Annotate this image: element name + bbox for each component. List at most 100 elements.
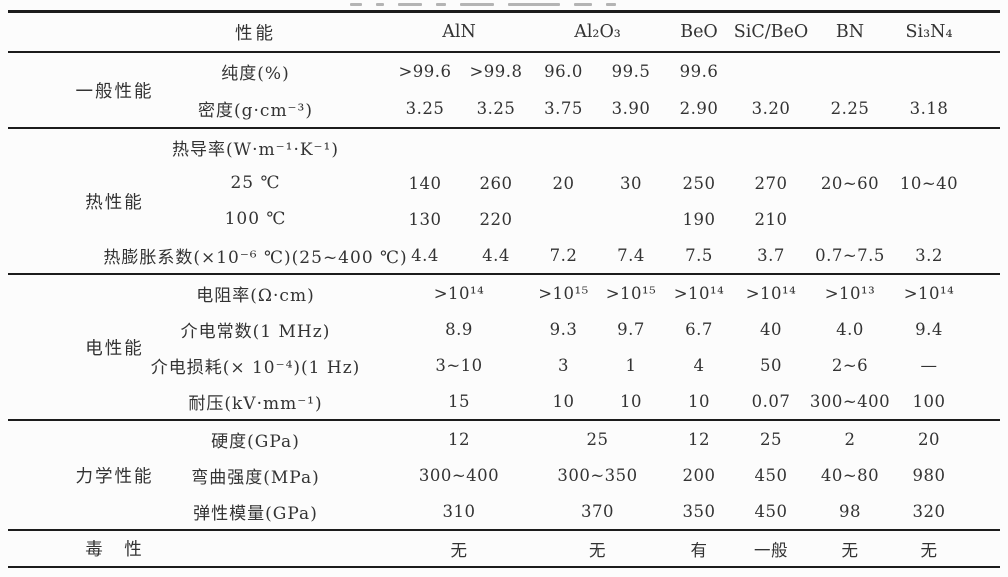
caption-fragment <box>398 3 422 6</box>
property-label: 纯度(%) <box>221 64 290 84</box>
caption-fragment <box>350 3 362 6</box>
value-cell: 无 <box>920 540 938 560</box>
section-label: 毒 性 <box>85 540 144 560</box>
value-cell: — <box>920 355 938 375</box>
value-cell: 50 <box>760 355 782 375</box>
property-label: 介电常数(1 MHz) <box>180 321 331 342</box>
value-cell: 3.20 <box>751 99 791 118</box>
caption-fragment <box>436 3 446 6</box>
caption-fragment <box>376 3 384 6</box>
section-rows: 热导率(W·m⁻¹·K⁻¹) 25 ℃ 140 260 20 30 250 270 20~60 1… <box>103 129 1000 273</box>
value-cell: 300~400 <box>809 391 891 411</box>
caption-fragment <box>606 3 616 6</box>
value-cell: 450 <box>754 465 788 485</box>
value-cell: 无 <box>841 540 859 560</box>
value-cell: 3.18 <box>909 99 949 118</box>
property-label: 弹性模量(GPa) <box>193 503 318 524</box>
value-cell: 15 <box>448 391 470 411</box>
property-label: 电阻率(Ω·cm) <box>196 285 315 306</box>
section-rows: 硬度(GPa) 12 25 12 25 2 20 弯曲强度(MPa) 300~400 300~35… <box>173 421 1000 529</box>
caption-fragment <box>574 3 592 6</box>
table-section-general: 一般性能 纯度(%) >99.6 >99.8 96.0 99.5 99.6 密度(g·cm⁻³… <box>8 51 1000 127</box>
value-cell: 10~40 <box>899 173 959 193</box>
table-row: 热膨胀系数(×10⁻⁶ ℃)(25~400 ℃) 4.4 4.4 7.2 7.4 7.5 3… <box>103 237 1000 273</box>
value-cell: 9.3 <box>549 319 578 339</box>
value-cell: 4 <box>693 355 705 375</box>
value-cell: 3~10 <box>435 355 483 375</box>
table-row: 耐压(kV·mm⁻¹) 15 10 10 10 0.07 300~400 100 <box>173 383 1000 419</box>
section-label: 热性能 <box>85 192 144 213</box>
value-cell: 9.4 <box>915 319 943 339</box>
table-row: 电阻率(Ω·cm) >10¹⁴ >10¹⁵ >10¹⁵ >10¹⁴ >10¹⁴ >10¹³ >… <box>173 275 1000 311</box>
property-label: 热膨胀系数(×10⁻⁶ ℃)(25~400 ℃) <box>103 247 408 268</box>
table-row: 硬度(GPa) 12 25 12 25 2 20 <box>173 421 1000 457</box>
value-cell: 260 <box>479 173 513 193</box>
value-cell: 0.7~7.5 <box>815 245 885 265</box>
value-cell: 4.4 <box>411 245 439 265</box>
value-cell: 10 <box>552 391 575 411</box>
value-cell: 有 <box>690 540 708 560</box>
value-cell: 7.2 <box>549 245 578 265</box>
caption-fragment <box>460 3 494 6</box>
value-cell: 210 <box>754 209 788 229</box>
value-cell: 200 <box>682 465 716 485</box>
value-cell: 2 <box>844 429 856 449</box>
value-cell: 3.75 <box>544 99 583 118</box>
value-cell: 25 <box>760 429 782 449</box>
column-header-beo: BeO <box>680 22 718 42</box>
value-cell: 270 <box>754 173 788 193</box>
value-cell: >10¹⁴ <box>903 283 955 303</box>
property-label: 热导率(W·m⁻¹·K⁻¹) <box>172 139 339 160</box>
value-cell: 20 <box>918 429 940 449</box>
value-cell: 96.0 <box>544 62 583 81</box>
value-cell: 10 <box>620 391 642 411</box>
value-cell: >10¹⁵ <box>605 283 657 303</box>
column-header-aln: AlN <box>442 22 476 42</box>
value-cell: 25 <box>586 429 609 449</box>
table-section-electrical: 电性能 电阻率(Ω·cm) >10¹⁴ >10¹⁵ >10¹⁵ >10¹⁴ >10¹⁴ >10… <box>8 273 1000 419</box>
value-cell: 30 <box>620 173 642 193</box>
value-cell: 98 <box>839 501 861 521</box>
value-cell: 980 <box>912 465 946 485</box>
value-cell: 4.0 <box>836 319 864 339</box>
value-cell: 220 <box>479 209 513 229</box>
value-cell: 10 <box>688 391 710 411</box>
table-section-mechanical: 力学性能 硬度(GPa) 12 25 12 25 2 20 弯曲强度(MPa) 300~400 30… <box>8 419 1000 529</box>
property-label: 25 ℃ <box>230 173 281 193</box>
table-section-toxicity: 毒 性 无 无 有 一般 无 无 <box>8 529 1000 566</box>
section-rows: 无 无 有 一般 无 无 <box>173 531 1000 566</box>
value-cell: 300~400 <box>418 465 500 485</box>
table-body: 一般性能 纯度(%) >99.6 >99.8 96.0 99.5 99.6 密度(g·cm⁻³… <box>8 51 1000 566</box>
value-cell: 7.4 <box>617 245 645 265</box>
value-cell: 140 <box>408 173 442 193</box>
value-cell: 310 <box>442 501 476 521</box>
value-cell: 130 <box>408 209 442 229</box>
value-cell: 3.25 <box>405 99 445 118</box>
value-cell: 300~350 <box>557 465 638 485</box>
value-cell: 9.7 <box>617 319 645 339</box>
value-cell: 99.5 <box>611 62 651 81</box>
table-row: 25 ℃ 140 260 20 30 250 270 20~60 10~40 <box>173 165 1000 201</box>
table-row: 纯度(%) >99.6 >99.8 96.0 99.5 99.6 <box>173 53 1000 90</box>
value-cell: 2.90 <box>679 99 719 118</box>
value-cell: 190 <box>682 209 716 229</box>
value-cell: 320 <box>912 501 946 521</box>
materials-properties-table: 性能 AlN Al₂O₃ BeO SiC/BeO BN Si₃N₄ 一般性能 纯度… <box>8 10 1000 568</box>
column-header-al2o3: Al₂O₃ <box>574 22 621 42</box>
section-rows: 纯度(%) >99.6 >99.8 96.0 99.5 99.6 密度(g·cm⁻³) 3.2… <box>173 53 1000 127</box>
value-cell: >10¹⁴ <box>745 283 797 303</box>
value-cell: >99.8 <box>469 62 523 81</box>
table-row: 密度(g·cm⁻³) 3.25 3.25 3.75 3.90 2.90 3.20 2.25 3.… <box>173 90 1000 127</box>
value-cell: 7.5 <box>685 245 713 265</box>
section-label: 力学性能 <box>75 466 154 487</box>
property-label: 耐压(kV·mm⁻¹) <box>188 393 323 414</box>
property-label: 硬度(GPa) <box>211 431 300 452</box>
value-cell: 20~60 <box>820 173 880 193</box>
value-cell: 100 <box>912 391 946 411</box>
table-row: 介电常数(1 MHz) 8.9 9.3 9.7 6.7 40 4.0 9.4 <box>173 311 1000 347</box>
value-cell: 无 <box>589 540 606 560</box>
property-label: 100 ℃ <box>224 209 287 229</box>
value-cell: 1 <box>625 355 637 375</box>
table-row: 弹性模量(GPa) 310 370 350 450 98 320 <box>173 493 1000 529</box>
